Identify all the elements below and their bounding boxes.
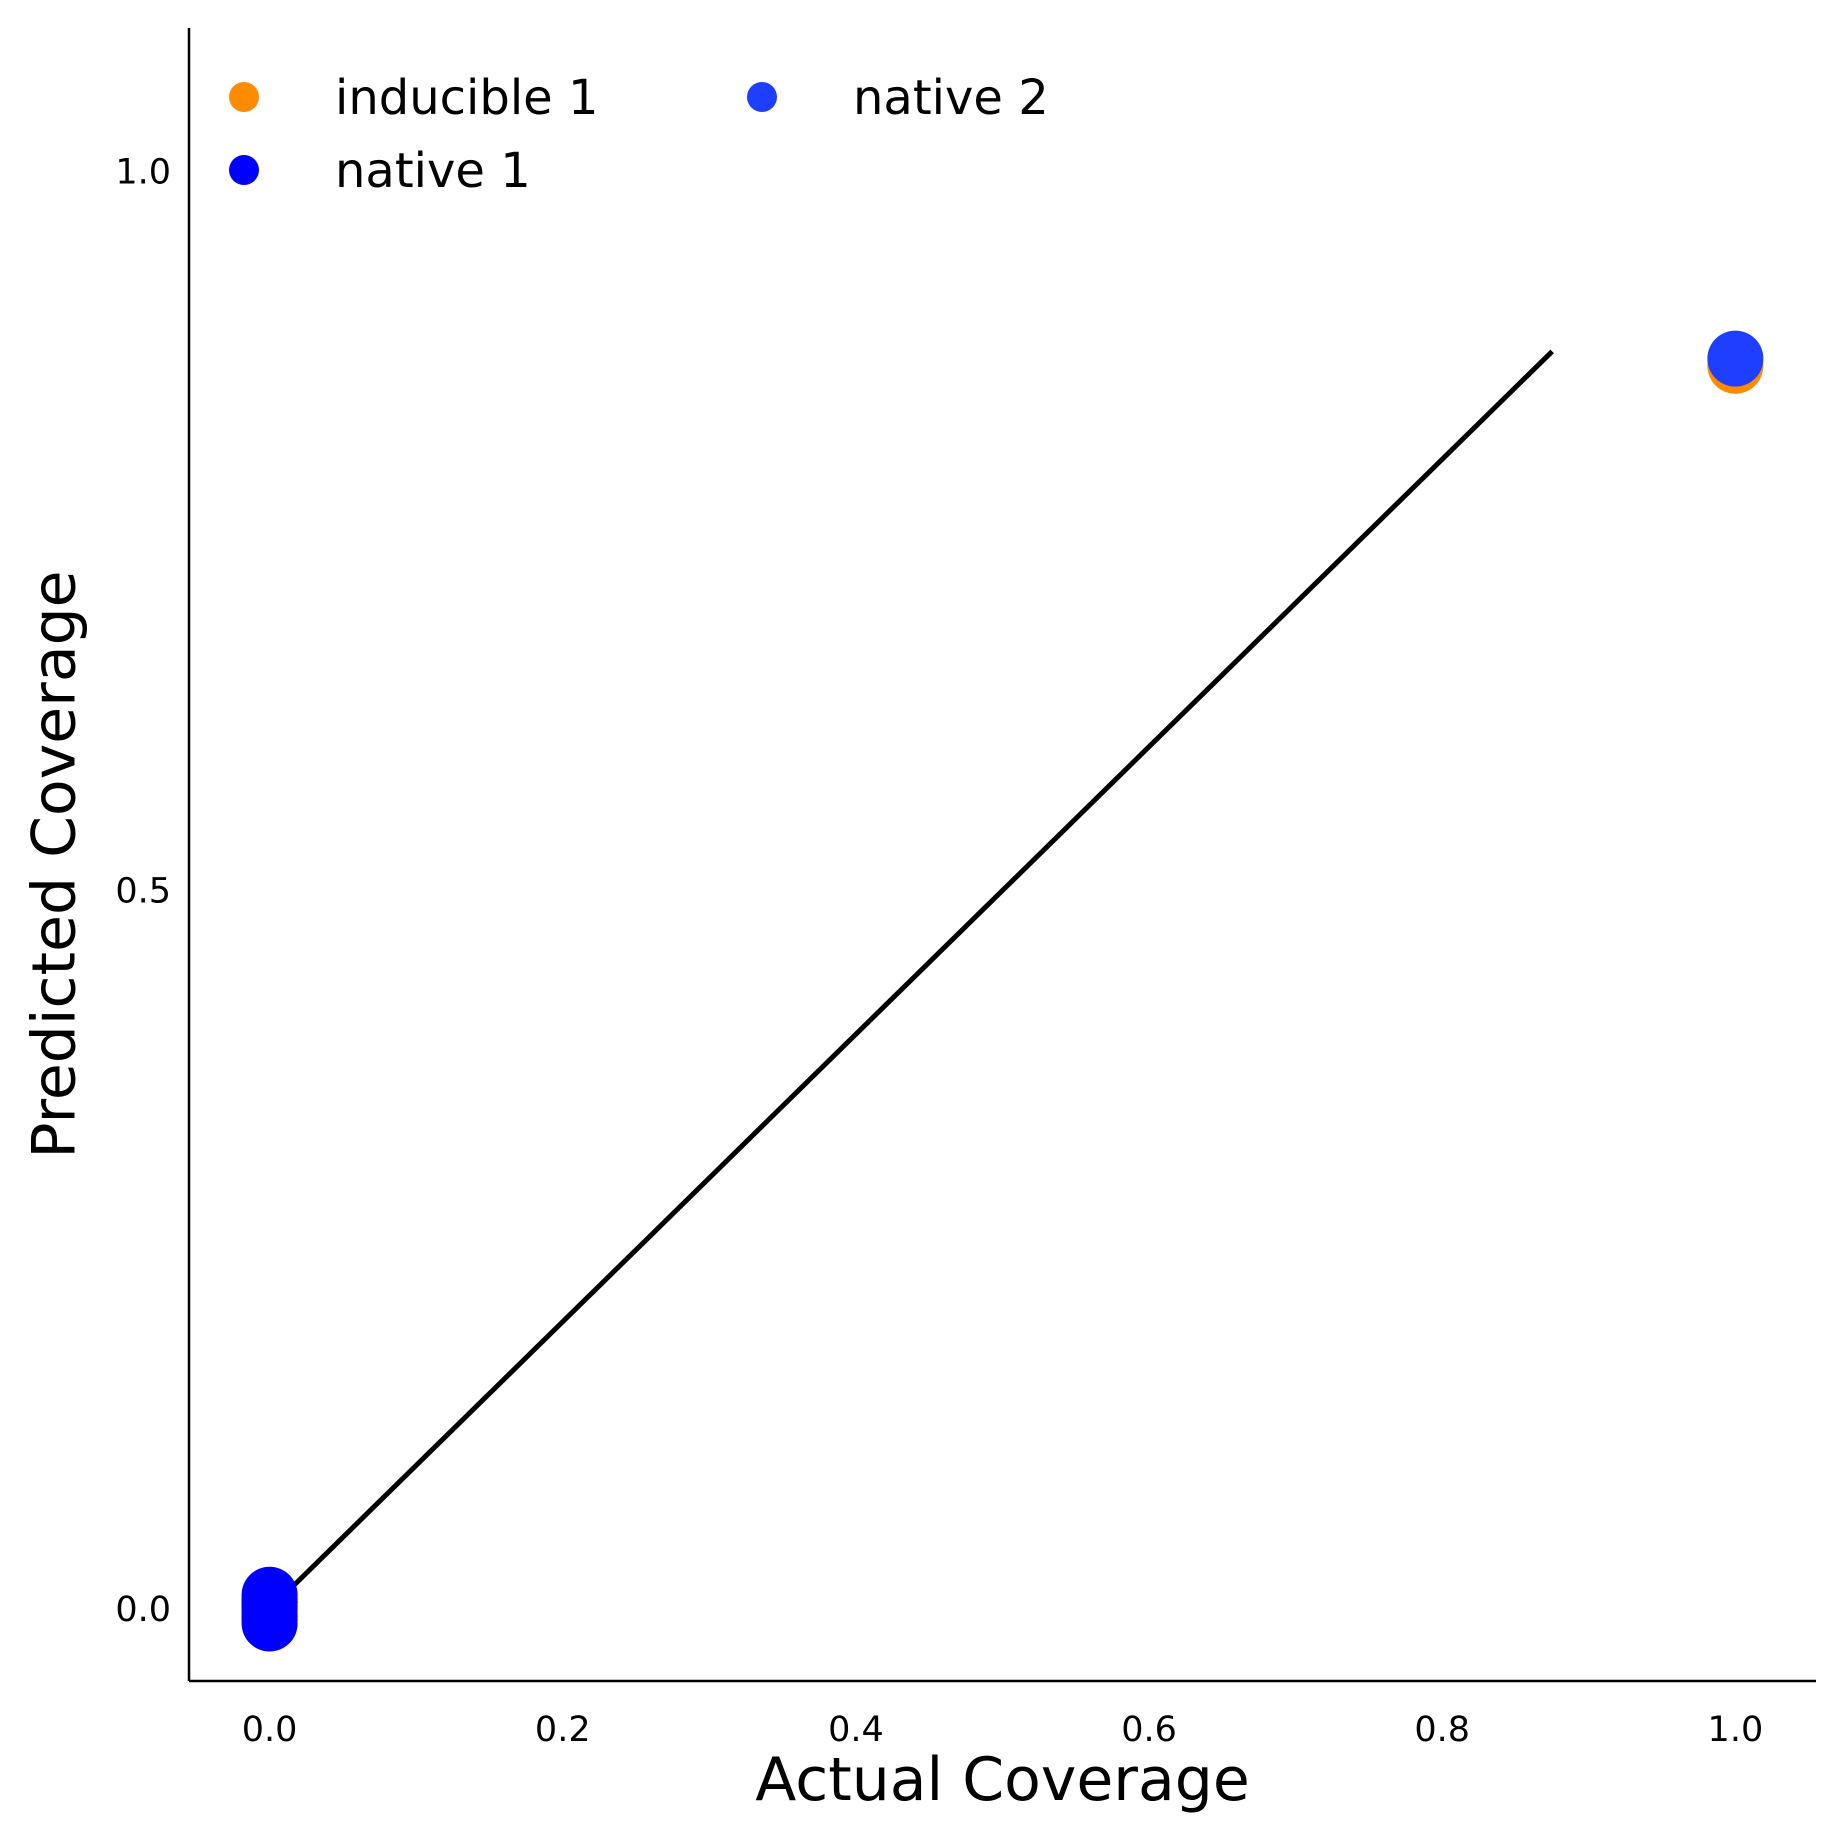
- axes: [187, 28, 1816, 1683]
- x-tick-label: 0.6: [1121, 1710, 1177, 1750]
- legend-label: inducible 1: [335, 70, 599, 126]
- x-tick-label: 0.8: [1414, 1710, 1470, 1750]
- y-tick-label: 1.0: [115, 153, 171, 193]
- legend-marker: [229, 155, 259, 185]
- legend-entry: inducible 1: [229, 70, 599, 126]
- axis-ticks: 0.0 0.2 0.4 0.6 0.8 1.0 0.0 0.5 1.0: [115, 153, 1763, 1750]
- reference-line: [267, 349, 1554, 1611]
- point-native-2: [1707, 330, 1764, 387]
- legend-label: native 2: [853, 70, 1049, 126]
- x-tick-label: 0.2: [535, 1710, 591, 1750]
- y-tick-label: 0.0: [115, 1590, 171, 1630]
- legend: inducible 1 native 1 native 2: [229, 70, 1049, 199]
- legend-entry: native 1: [229, 143, 531, 199]
- x-axis-title: Actual Coverage: [755, 1745, 1250, 1815]
- reference-line-layer: [267, 349, 1554, 1611]
- x-tick-label: 0.0: [242, 1710, 298, 1750]
- y-tick-label: 0.5: [115, 871, 171, 911]
- x-tick-label: 0.4: [828, 1710, 884, 1750]
- legend-marker: [747, 82, 777, 112]
- x-tick-label: 1.0: [1708, 1710, 1764, 1750]
- legend-entry: native 2: [747, 70, 1049, 126]
- point-native-1: [241, 1566, 298, 1623]
- data-points: [241, 330, 1764, 1652]
- legend-label: native 1: [335, 143, 531, 199]
- y-axis-title: Predicted Coverage: [20, 570, 90, 1158]
- legend-marker: [229, 82, 259, 112]
